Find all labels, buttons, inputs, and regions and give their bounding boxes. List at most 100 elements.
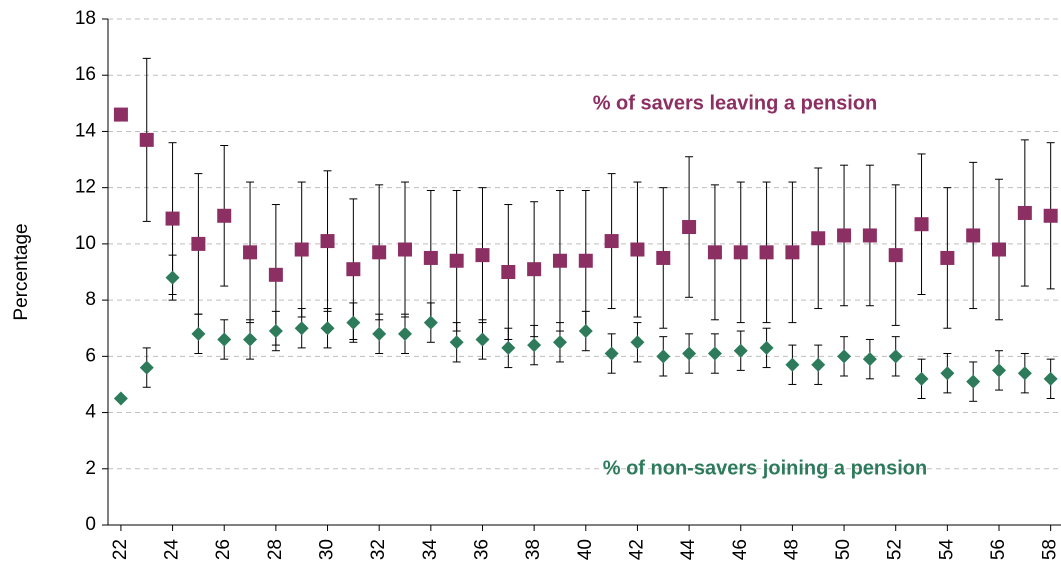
x-tick-label: 26 xyxy=(213,539,234,560)
marker xyxy=(527,262,542,277)
y-tick-label: 6 xyxy=(85,345,96,366)
marker xyxy=(940,250,955,265)
x-tick-label: 22 xyxy=(110,539,131,560)
marker xyxy=(914,217,929,232)
marker xyxy=(578,324,593,339)
x-tick-label: 32 xyxy=(368,539,389,560)
marker xyxy=(682,220,697,235)
marker xyxy=(966,374,981,389)
marker xyxy=(733,343,748,358)
marker xyxy=(139,360,154,375)
y-tick-label: 16 xyxy=(75,64,96,85)
marker xyxy=(1017,205,1032,220)
marker xyxy=(217,332,232,347)
marker xyxy=(191,326,206,341)
marker xyxy=(552,335,567,350)
x-tick-label: 46 xyxy=(730,539,751,560)
marker xyxy=(707,346,722,361)
marker xyxy=(759,245,774,260)
y-tick-label: 12 xyxy=(75,177,96,198)
marker xyxy=(268,324,283,339)
marker xyxy=(656,349,671,364)
marker xyxy=(1043,208,1058,223)
x-tick-label: 44 xyxy=(678,539,699,561)
marker xyxy=(346,315,361,330)
marker xyxy=(294,242,309,257)
y-tick-label: 8 xyxy=(85,289,96,310)
marker xyxy=(243,332,258,347)
marker xyxy=(604,346,619,361)
marker xyxy=(914,371,929,386)
marker xyxy=(578,253,593,268)
marker xyxy=(372,326,387,341)
x-tick-label: 36 xyxy=(472,539,493,560)
marker xyxy=(733,245,748,260)
series-label: % of savers leaving a pension xyxy=(593,92,878,114)
x-tick-label: 28 xyxy=(265,539,286,560)
y-tick-label: 0 xyxy=(85,514,96,535)
marker xyxy=(165,211,180,226)
y-tick-label: 2 xyxy=(85,458,96,479)
marker xyxy=(862,352,877,367)
series-label: % of non-savers joining a pension xyxy=(603,457,927,479)
marker xyxy=(501,340,516,355)
x-tick-label: 40 xyxy=(575,539,596,560)
marker xyxy=(604,234,619,249)
marker xyxy=(268,267,283,282)
marker xyxy=(372,245,387,260)
marker xyxy=(630,242,645,257)
marker xyxy=(449,253,464,268)
marker xyxy=(837,228,852,243)
x-tick-label: 48 xyxy=(781,539,802,560)
x-tick-label: 54 xyxy=(936,539,957,561)
marker xyxy=(243,245,258,260)
marker xyxy=(656,250,671,265)
marker xyxy=(113,391,128,406)
marker xyxy=(165,270,180,285)
marker xyxy=(113,107,128,122)
y-tick-label: 14 xyxy=(75,120,97,141)
x-tick-label: 30 xyxy=(317,539,338,560)
marker xyxy=(423,250,438,265)
marker xyxy=(527,338,542,353)
marker xyxy=(888,349,903,364)
marker xyxy=(682,346,697,361)
marker xyxy=(811,231,826,246)
marker xyxy=(1017,366,1032,381)
y-axis-label: Percentage xyxy=(11,223,32,320)
marker xyxy=(475,248,490,263)
marker xyxy=(992,242,1007,257)
x-tick-label: 38 xyxy=(523,539,544,560)
marker xyxy=(759,340,774,355)
y-tick-label: 4 xyxy=(85,402,96,423)
marker xyxy=(785,357,800,372)
marker xyxy=(294,321,309,336)
marker xyxy=(191,236,206,251)
y-tick-label: 10 xyxy=(75,233,96,254)
x-tick-label: 58 xyxy=(1040,539,1061,560)
marker xyxy=(707,245,722,260)
x-tick-label: 34 xyxy=(420,539,441,561)
marker xyxy=(449,335,464,350)
x-tick-label: 52 xyxy=(885,539,906,560)
marker xyxy=(217,208,232,223)
marker xyxy=(475,332,490,347)
x-tick-label: 24 xyxy=(162,539,183,561)
marker xyxy=(423,315,438,330)
marker xyxy=(785,245,800,260)
marker xyxy=(630,335,645,350)
marker xyxy=(346,262,361,277)
marker xyxy=(139,132,154,147)
x-tick-label: 50 xyxy=(833,539,854,560)
marker xyxy=(940,366,955,381)
marker xyxy=(398,242,413,257)
marker xyxy=(501,265,516,279)
marker xyxy=(966,228,981,243)
x-tick-label: 42 xyxy=(626,539,647,560)
marker xyxy=(1043,371,1058,386)
marker xyxy=(837,349,852,364)
marker xyxy=(992,363,1007,378)
y-tick-label: 18 xyxy=(75,8,96,29)
marker xyxy=(552,253,567,268)
